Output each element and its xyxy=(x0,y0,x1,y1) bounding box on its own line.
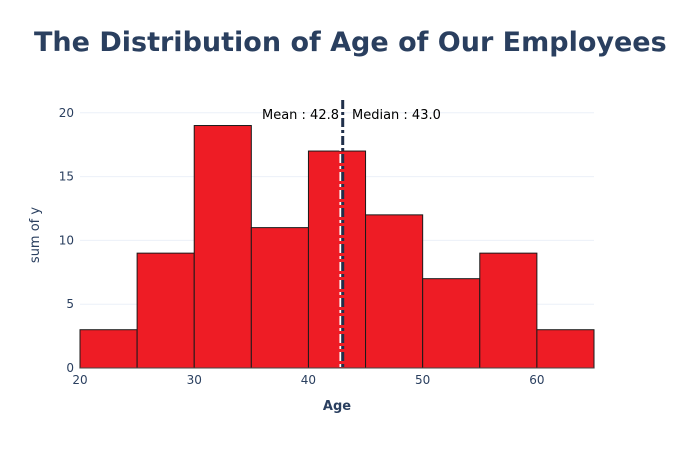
histogram-bar xyxy=(79,329,138,369)
y-tick-label: 0 xyxy=(66,361,74,375)
median-annotation: Median : 43.0 xyxy=(352,108,441,123)
x-tick-label: 40 xyxy=(301,373,316,387)
histogram-bar xyxy=(136,252,195,369)
x-tick-label: 30 xyxy=(187,373,202,387)
y-tick-label: 20 xyxy=(59,106,74,120)
x-axis-label: Age xyxy=(323,399,351,414)
histogram-bar xyxy=(479,252,538,369)
x-tick-label: 50 xyxy=(415,373,430,387)
histogram-bar xyxy=(193,125,252,369)
histogram-bar xyxy=(307,150,367,369)
histogram-bar xyxy=(365,214,424,369)
y-tick-label: 5 xyxy=(66,297,74,311)
chart-title: The Distribution of Age of Our Employees xyxy=(34,27,667,58)
y-tick-label: 10 xyxy=(59,233,74,247)
bars xyxy=(79,125,595,369)
histogram-bar xyxy=(422,278,481,369)
y-tick-label: 15 xyxy=(59,170,74,184)
x-tick-label: 20 xyxy=(72,373,87,387)
axes: 0 5 10 15 20 20 30 40 50 60 xyxy=(59,106,594,387)
histogram-bar xyxy=(250,227,309,369)
y-axis-label: sum of y xyxy=(28,207,43,263)
histogram-bar xyxy=(536,329,595,369)
reference-lines xyxy=(339,100,345,368)
x-tick-label: 60 xyxy=(529,373,544,387)
mean-annotation: Mean : 42.8 xyxy=(262,108,339,123)
